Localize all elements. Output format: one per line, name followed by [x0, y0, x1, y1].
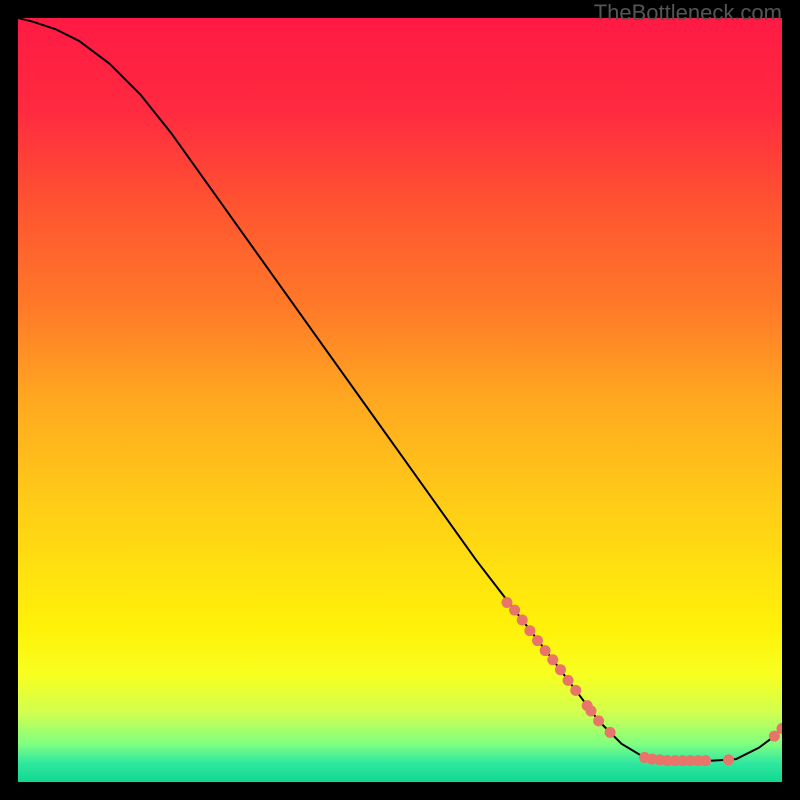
- data-marker: [586, 705, 597, 716]
- data-marker: [509, 605, 520, 616]
- data-marker: [563, 675, 574, 686]
- chart-svg: [18, 18, 782, 782]
- data-marker: [532, 635, 543, 646]
- watermark-text: TheBottleneck.com: [594, 0, 782, 26]
- data-marker: [570, 685, 581, 696]
- data-marker: [723, 754, 734, 765]
- chart-background: [18, 18, 782, 782]
- data-marker: [517, 615, 528, 626]
- data-marker: [605, 727, 616, 738]
- data-marker: [547, 654, 558, 665]
- data-marker: [593, 715, 604, 726]
- data-marker: [524, 625, 535, 636]
- bottleneck-chart: [18, 18, 782, 782]
- data-marker: [555, 664, 566, 675]
- data-marker: [700, 755, 711, 766]
- data-marker: [540, 645, 551, 656]
